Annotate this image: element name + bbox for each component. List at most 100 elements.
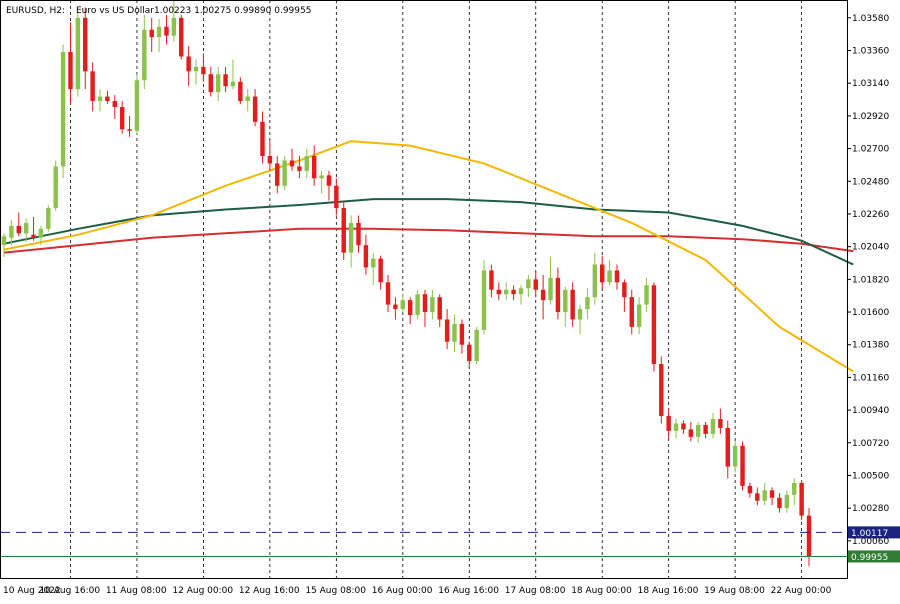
candles [1, 0, 812, 567]
candle [467, 341, 472, 369]
candle [260, 111, 265, 164]
y-tick-label: 1.01160 [852, 373, 889, 383]
candle [481, 260, 487, 335]
candle-body [614, 270, 620, 283]
candle-body [83, 17, 88, 72]
description-label: Euro vs US Dollar [76, 6, 154, 16]
candle [400, 294, 406, 313]
candle [371, 252, 376, 286]
candle [363, 234, 369, 275]
candle-body [297, 166, 302, 171]
candle-body [134, 80, 140, 131]
candle [437, 294, 442, 327]
x-tick-label: 12 Aug 00:00 [172, 586, 233, 596]
candle [511, 285, 516, 301]
symbol-label: EURUSD, H2: [6, 6, 65, 16]
candle-body [16, 225, 21, 234]
candle [378, 255, 383, 290]
y-tick-label: 1.02920 [852, 112, 889, 122]
candle-body [489, 270, 494, 290]
candle [422, 289, 428, 327]
candle [607, 260, 612, 286]
candle-body [31, 234, 36, 238]
candle-body [164, 26, 169, 36]
candle-body [526, 279, 531, 289]
price-tag-label: 1.00117 [851, 529, 888, 539]
candle-body [444, 319, 450, 342]
candle [304, 148, 310, 179]
candle [777, 493, 782, 513]
y-tick-label: 1.00280 [852, 504, 889, 514]
candle-body [651, 285, 657, 365]
candle-body [186, 56, 191, 72]
candle [622, 279, 627, 313]
candle [503, 282, 509, 301]
candle [747, 482, 753, 498]
candle-body [518, 288, 524, 295]
candle-body [378, 258, 383, 283]
candle-body [452, 323, 457, 342]
x-tick-label: 17 Aug 08:00 [505, 586, 566, 596]
candle [533, 270, 538, 298]
candle-body [385, 282, 391, 305]
candle-body [563, 289, 568, 313]
candle-body [769, 490, 775, 498]
candle [112, 95, 117, 119]
candle-body [311, 156, 317, 179]
candle-body [171, 17, 177, 36]
candle [46, 205, 51, 232]
candle-body [60, 52, 66, 167]
candle-body [540, 289, 546, 301]
candle-body [23, 222, 29, 234]
candle [68, 22, 73, 105]
candle [275, 156, 280, 194]
candle-body [533, 279, 538, 290]
candle-body [459, 323, 465, 345]
candle [16, 212, 21, 237]
candle-body [629, 297, 634, 327]
candle-body [38, 228, 44, 238]
price-tag-label: 0.99955 [851, 553, 888, 563]
y-tick-label: 1.01600 [852, 308, 889, 318]
candle-body [363, 245, 369, 268]
y-tick-label: 1.01380 [852, 341, 889, 351]
candle-body [53, 166, 58, 209]
y-tick-label: 1.01820 [852, 275, 889, 285]
candle [651, 282, 657, 372]
y-tick-label: 1.00720 [852, 439, 889, 449]
candle-body [585, 297, 590, 310]
candle-body [179, 17, 184, 57]
candle [60, 44, 66, 179]
candle-body [577, 309, 583, 320]
y-tick-label: 1.03140 [852, 79, 889, 89]
candle [769, 487, 775, 506]
candle [614, 264, 620, 290]
candle [230, 59, 236, 90]
candle [97, 89, 103, 112]
candle [267, 141, 273, 171]
x-tick-label: 22 Aug 00:00 [771, 586, 832, 596]
candle [119, 101, 125, 134]
candle-body [681, 423, 686, 430]
candle [164, 14, 169, 45]
candle [31, 216, 36, 241]
candle [725, 420, 730, 479]
candle-body [673, 423, 679, 431]
candle [142, 14, 147, 90]
candle-body [252, 96, 258, 122]
candle-body [223, 74, 228, 87]
candle [570, 282, 575, 327]
candle [673, 419, 679, 439]
price-tag [848, 526, 900, 539]
candle-body [119, 106, 125, 130]
candle [334, 178, 339, 216]
candle [208, 66, 214, 97]
candle-body [334, 185, 339, 209]
candle [223, 66, 228, 93]
y-tick-label: 1.00060 [852, 537, 889, 547]
candle-body [142, 29, 147, 81]
candle [496, 282, 502, 301]
candle-body [688, 429, 694, 437]
candle [326, 170, 332, 201]
